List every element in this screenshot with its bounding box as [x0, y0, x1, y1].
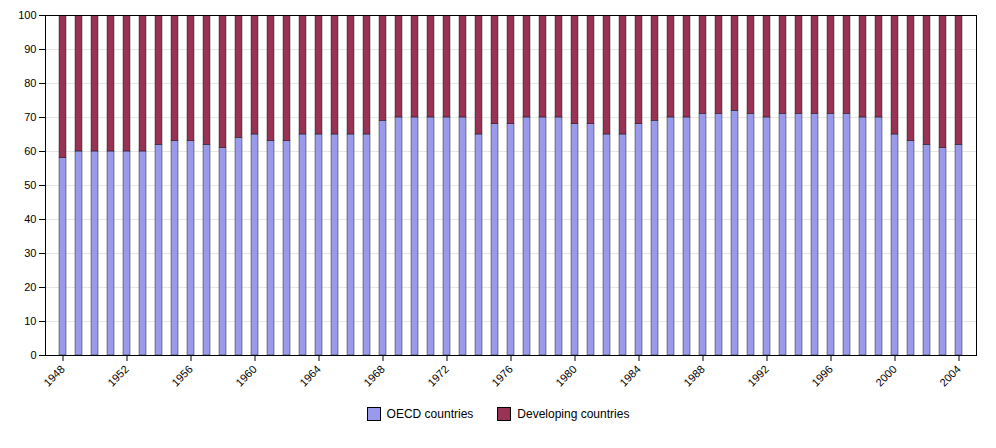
svg-text:80: 80	[24, 77, 36, 89]
svg-text:30: 30	[24, 247, 36, 259]
svg-text:1968: 1968	[361, 363, 387, 389]
svg-text:1952: 1952	[105, 363, 131, 389]
svg-text:50: 50	[24, 179, 36, 191]
svg-text:2004: 2004	[937, 363, 963, 389]
svg-text:1964: 1964	[297, 363, 323, 389]
svg-text:1984: 1984	[617, 363, 643, 389]
svg-text:90: 90	[24, 43, 36, 55]
svg-text:1996: 1996	[809, 363, 835, 389]
svg-text:1988: 1988	[681, 363, 707, 389]
html-text:Developing countries: Developing countries	[517, 407, 630, 421]
svg-text:1992: 1992	[745, 363, 771, 389]
svg-text:100: 100	[18, 9, 36, 21]
svg-text:10: 10	[24, 315, 36, 327]
svg-text:1956: 1956	[169, 363, 195, 389]
svg-text:1948: 1948	[41, 363, 67, 389]
svg-text:1960: 1960	[233, 363, 259, 389]
html-text:OECD countries: OECD countries	[386, 407, 474, 421]
svg-text:0: 0	[30, 349, 36, 361]
svg-text:60: 60	[24, 145, 36, 157]
svg-text:2000: 2000	[873, 363, 899, 389]
svg-text:1972: 1972	[425, 363, 451, 389]
svg-text:20: 20	[24, 281, 36, 293]
svg-text:40: 40	[24, 213, 36, 225]
svg-text:70: 70	[24, 111, 36, 123]
svg-text:1976: 1976	[489, 363, 515, 389]
svg-text:1980: 1980	[553, 363, 579, 389]
